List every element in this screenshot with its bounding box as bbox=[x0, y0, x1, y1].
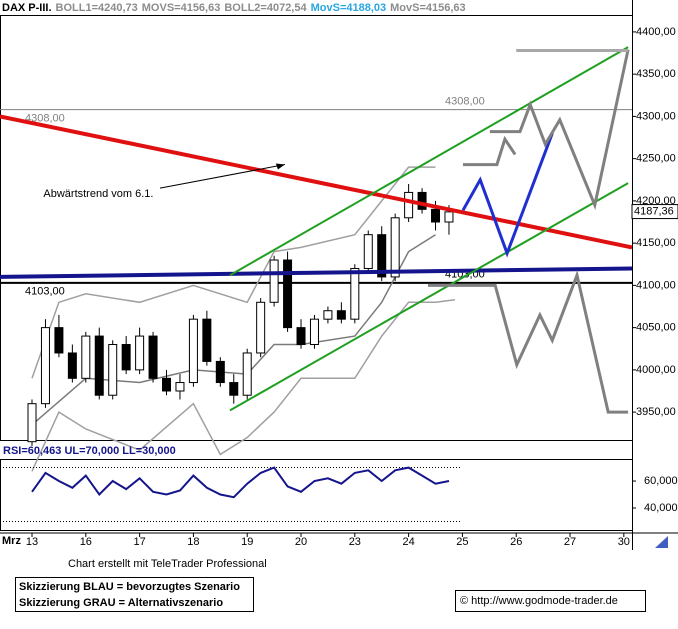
level-label: 4103,00 bbox=[25, 286, 65, 298]
y-tick-label: 4000,00 bbox=[636, 364, 676, 376]
y-tick-label: 4300,00 bbox=[636, 110, 676, 122]
x-tick-label: 27 bbox=[564, 536, 576, 548]
candle-body bbox=[162, 377, 172, 392]
legend-entry: Skizzierung BLAU = bevorzugtes Szenario bbox=[19, 581, 240, 593]
x-tick-label: 25 bbox=[456, 536, 468, 548]
last-price-label: 4187,36 bbox=[634, 205, 674, 217]
legend-entry: Skizzierung GRAU = Alternativszenario bbox=[19, 597, 223, 609]
candle-body bbox=[256, 301, 266, 354]
candle-body bbox=[350, 267, 360, 320]
trend-line bbox=[489, 49, 630, 211]
rsi-tick-label: 40,000 bbox=[644, 502, 678, 514]
x-tick-label: 16 bbox=[80, 536, 92, 548]
y-tick-label: 4100,00 bbox=[636, 279, 676, 291]
annotation: Abwärtstrend vom 6.1. bbox=[43, 188, 153, 200]
header-item: MOVS=4156,63 bbox=[142, 2, 221, 14]
trend-line bbox=[229, 46, 629, 277]
y-tick-label: 4400,00 bbox=[636, 26, 676, 38]
trend-line bbox=[229, 182, 629, 412]
candle-body bbox=[202, 318, 212, 362]
marks: 3950,00 4000,00 4050,00 4100,00 4150,00 4200,… bbox=[0, 26, 678, 548]
candle-body bbox=[175, 382, 185, 392]
trend-line bbox=[0, 266, 633, 279]
level-label: 4308,00 bbox=[445, 96, 485, 108]
x-tick-label: 19 bbox=[241, 536, 253, 548]
x-axis-label: Mrz bbox=[2, 535, 21, 547]
candle-body bbox=[215, 360, 225, 384]
candle-body bbox=[269, 259, 279, 303]
header-item: DAX P-III. bbox=[2, 2, 52, 14]
candle-body bbox=[40, 327, 50, 405]
rsi-header: RSI=60,463 UL=70,000 LL=30,000 bbox=[3, 445, 176, 457]
candle-body bbox=[336, 310, 346, 320]
candle-body bbox=[148, 335, 158, 379]
candle-body bbox=[283, 259, 293, 329]
x-tick-label: 26 bbox=[510, 536, 522, 548]
candle-body bbox=[54, 327, 64, 354]
y-tick-label: 4350,00 bbox=[636, 68, 676, 80]
arrow-head bbox=[275, 163, 285, 170]
rsi-tick-label: 60,000 bbox=[644, 475, 678, 487]
x-tick-label: 20 bbox=[295, 536, 307, 548]
y-tick-label: 4150,00 bbox=[636, 237, 676, 249]
x-tick-label: 17 bbox=[133, 536, 145, 548]
candle-body bbox=[363, 234, 373, 269]
level-label: 4308,00 bbox=[25, 113, 65, 125]
copyright-box bbox=[455, 590, 646, 612]
header-item: BOLL2=4072,54 bbox=[224, 2, 307, 14]
header-item: MovS=4188,03 bbox=[311, 2, 387, 14]
y-tick-label: 3950,00 bbox=[636, 406, 676, 418]
y-tick-label: 4200,00 bbox=[636, 195, 676, 207]
candle-body bbox=[229, 382, 239, 396]
x-tick-label: 23 bbox=[349, 536, 361, 548]
trend-line bbox=[428, 270, 629, 414]
copyright: © http://www.godmode-trader.de bbox=[460, 595, 618, 607]
candle-body bbox=[309, 318, 319, 346]
last-price-box bbox=[631, 204, 678, 220]
x-tick-label: 24 bbox=[402, 536, 414, 548]
candle-body bbox=[135, 335, 145, 371]
candle-body bbox=[81, 335, 91, 379]
scroll-icon bbox=[655, 536, 668, 548]
header-item: MovS=4156,63 bbox=[390, 2, 466, 14]
candle-body bbox=[323, 310, 333, 320]
candle-body bbox=[296, 327, 306, 346]
candle-body bbox=[27, 403, 37, 443]
x-tick-label: 13 bbox=[26, 536, 38, 548]
candle-body bbox=[444, 211, 454, 223]
y-tick-label: 4050,00 bbox=[636, 322, 676, 334]
annotation-arrow bbox=[159, 164, 285, 189]
candle-body bbox=[242, 352, 252, 396]
rsi-line bbox=[31, 466, 450, 499]
chart-header: DAX P-III. BOLL1=4240,73 MOVS=4156,63 BOLL2… bbox=[2, 2, 466, 14]
candle-body bbox=[377, 234, 387, 278]
trend-line bbox=[461, 132, 554, 258]
legend-box bbox=[15, 577, 254, 612]
x-tick-label: 18 bbox=[187, 536, 199, 548]
candle-body bbox=[108, 344, 118, 396]
candle-body bbox=[94, 335, 104, 396]
overlay-line bbox=[31, 234, 436, 426]
candle-body bbox=[67, 352, 77, 379]
trend-line bbox=[463, 135, 517, 167]
candle-body bbox=[417, 191, 427, 210]
x-tick-label: 30 bbox=[618, 536, 630, 548]
candle-body bbox=[121, 344, 131, 371]
credit: Chart erstellt mit TeleTrader Profession… bbox=[68, 558, 267, 570]
candle-body bbox=[404, 191, 414, 219]
candle-body bbox=[188, 318, 198, 384]
y-tick-label: 4250,00 bbox=[636, 153, 676, 165]
candle-body bbox=[431, 208, 441, 223]
trend-line bbox=[0, 114, 633, 250]
header-item: BOLL1=4240,73 bbox=[56, 2, 138, 14]
overlay-line bbox=[31, 298, 455, 472]
candle-body bbox=[390, 217, 400, 278]
